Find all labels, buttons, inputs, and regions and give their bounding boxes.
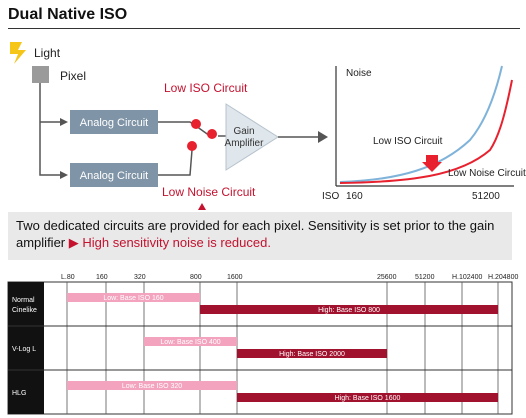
light-label: Light [34,46,61,60]
chart-row-label-cell [8,282,44,326]
noise-graph-x-tick-51200: 51200 [472,191,500,202]
chart-row-label: Cinelike [12,307,37,314]
high-base-iso-bar [237,349,387,358]
chart-row-label-cell [8,326,44,370]
chart-row-label: HLG [12,390,26,397]
switch-node-bottom [187,141,197,151]
caption-text: Two dedicated circuits are provided for … [16,218,495,250]
gain-amplifier [225,103,279,171]
dual-iso-diagram: Light Pixel Analog Circuit Analog Circui… [10,42,526,210]
noise-graph-y-label: Noise [346,68,372,79]
low-iso-curve [339,65,503,183]
noise-graph: Noise Low ISO Circuit Low Noise Circuit … [322,65,526,202]
high-base-iso-bar [200,305,498,314]
chart-grid [7,281,513,415]
switch-node-top [191,119,201,129]
low-iso-curve-label: Low ISO Circuit [373,136,443,147]
pixel-label: Pixel [60,69,86,83]
low-noise-circuit-label: Low Noise Circuit [162,185,256,199]
chart-row-label: Normal [12,297,35,304]
chart-tick-label: 160 [96,274,108,281]
high-base-iso-bar [237,393,498,402]
analog-circuit-bottom [70,163,158,187]
low-base-iso-bar [67,293,200,302]
page-title: Dual Native ISO [8,6,128,23]
low-base-iso-bar [67,381,237,390]
chart-frame [7,281,513,415]
lightning-icon [10,42,26,64]
chart-row-label: V-Log L [12,346,36,353]
high-base-iso-bar-label: High: Base ISO 1600 [335,395,401,402]
high-base-iso-bar-label: High: Base ISO 800 [318,307,380,314]
low-noise-curve-label: Low Noise Circuit [448,168,526,179]
arrow-to-top-circuit [60,118,68,126]
output-arrow-icon [318,131,328,143]
caption-box: Two dedicated circuits are provided for … [8,212,512,260]
low-base-iso-bar [144,337,237,346]
chart-tick-label: L.80 [61,274,75,281]
analog-circuit-bottom-label: Analog Circuit [80,170,148,182]
chart-tick-label: 51200 [415,274,435,281]
arrow-to-bottom-circuit [60,171,68,179]
chart-tick-label: 800 [190,274,202,281]
chart-rows: Normal Cinelike Low: Base ISO 160 High: Bas… [8,282,512,414]
noise-reduction-arrow-icon [422,155,442,172]
low-base-iso-bar-label: Low: Base ISO 160 [103,295,163,302]
gain-amplifier-label-2: Amplifier [225,138,265,149]
switch-node-center [207,129,217,139]
pixel-square [32,66,49,83]
chart-row-label-cell [8,370,44,414]
chart-tick-label: 320 [134,274,146,281]
high-base-iso-bar-label: High: Base ISO 2000 [279,351,345,358]
pixel-wires [39,83,60,176]
caption-highlight: High sensitivity noise is reduced. [82,235,271,250]
analog-circuit-top [70,110,158,134]
analog-circuit-top-label: Analog Circuit [80,117,148,129]
chart-tick-label: 25600 [377,274,397,281]
low-iso-circuit-label: Low ISO Circuit [164,81,248,95]
gain-amplifier-label-1: Gain [233,126,254,137]
chart-ticks: L.80 160 320 800 1600 25600 51200 H.102400 H.204… [61,274,518,281]
low-base-iso-bar-label: Low: Base ISO 320 [122,383,182,390]
iso-range-chart: L.80 160 320 800 1600 25600 51200 H.102400 H.204… [7,274,518,415]
caption-pointer-icon [198,203,206,210]
chart-tick-label: H.204800 [488,274,518,281]
noise-graph-x-label: ISO [322,191,339,202]
chart-tick-label: 1600 [227,274,243,281]
chart-tick-label: H.102400 [452,274,482,281]
caption-arrow-icon: ▶ [68,235,79,250]
low-base-iso-bar-label: Low: Base ISO 400 [160,339,220,346]
noise-graph-x-tick-160: 160 [346,191,363,202]
title-divider [8,28,520,29]
low-noise-curve [339,79,513,184]
